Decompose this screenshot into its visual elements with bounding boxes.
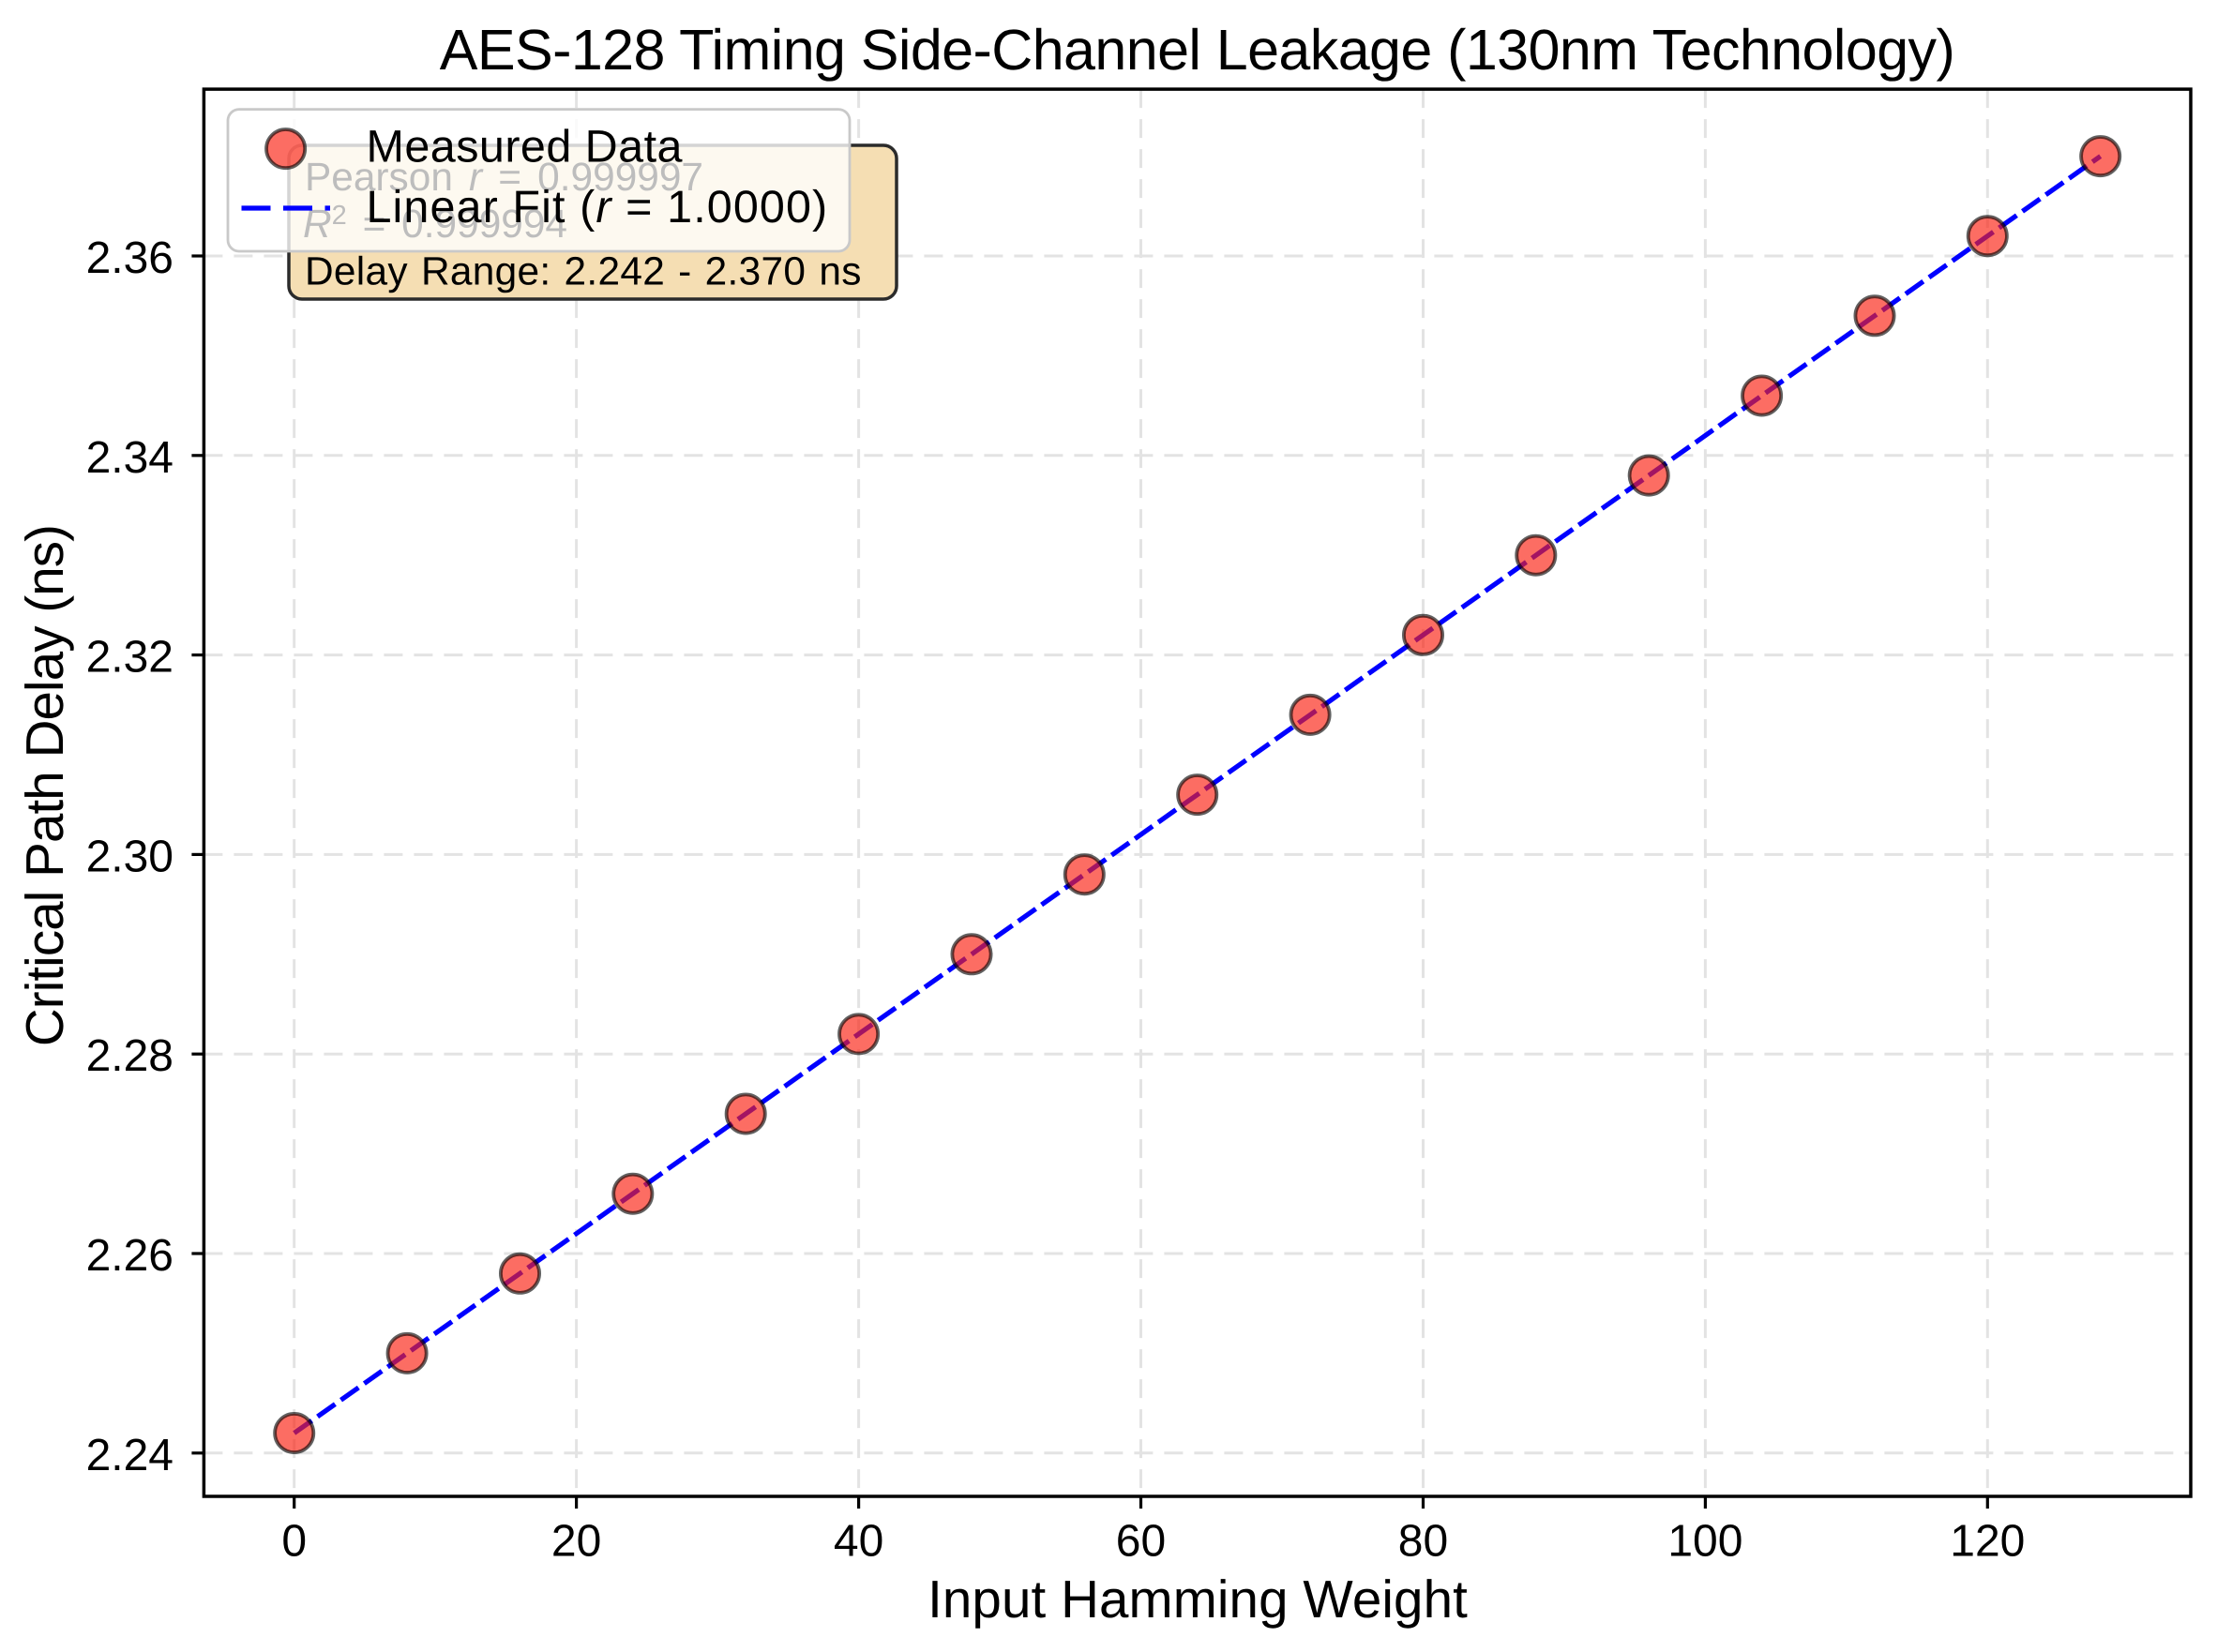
svg-text:AES-128 Timing Side-Channel Le: AES-128 Timing Side-Channel Leakage (130…: [440, 18, 1954, 82]
svg-text:2.26: 2.26: [86, 1231, 173, 1281]
svg-text:2.34: 2.34: [86, 433, 173, 483]
svg-text:80: 80: [1398, 1516, 1448, 1566]
svg-text:0: 0: [281, 1516, 307, 1566]
svg-text:2.28: 2.28: [86, 1031, 173, 1081]
svg-text:2.30: 2.30: [86, 832, 173, 881]
svg-text:2.32: 2.32: [86, 633, 173, 683]
svg-text:Critical Path Delay (ns): Critical Path Delay (ns): [15, 525, 74, 1046]
svg-text:R2 = 0.999994: R2 = 0.999994: [303, 201, 567, 246]
svg-text:2.36: 2.36: [86, 233, 173, 283]
svg-text:2.24: 2.24: [86, 1431, 173, 1480]
svg-text:120: 120: [1950, 1516, 2025, 1566]
svg-text:100: 100: [1667, 1516, 1742, 1566]
svg-text:60: 60: [1116, 1516, 1166, 1566]
svg-text:Measured Data: Measured Data: [367, 122, 683, 173]
svg-text:Linear Fit (r = 1.0000): Linear Fit (r = 1.0000): [367, 182, 829, 233]
svg-text:Input Hamming Weight: Input Hamming Weight: [928, 1569, 1468, 1629]
svg-text:Pearson r = 0.999997: Pearson r = 0.999997: [305, 155, 703, 199]
svg-text:Delay Range: 2.242 - 2.370 ns: Delay Range: 2.242 - 2.370 ns: [305, 248, 862, 293]
svg-text:40: 40: [834, 1516, 883, 1566]
svg-text:20: 20: [551, 1516, 601, 1566]
